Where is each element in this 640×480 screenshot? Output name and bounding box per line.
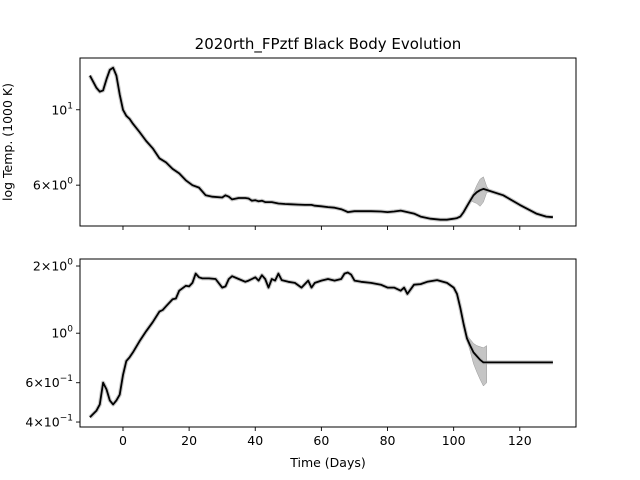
bottom-panel: 0 20 40 60 80 100 120 2×100 100 6×10−1 4×10−1 Tim…: [25, 258, 577, 470]
top-y-axis-label: log Temp. (1000 K): [0, 83, 15, 201]
top-axes-frame: [79, 57, 577, 227]
bottom-series-layer: [88, 270, 553, 419]
top-x-ticks: [122, 226, 521, 230]
x-axis-label: Time (Days): [289, 455, 366, 470]
bottom-y-tick-label: 2×100: [33, 258, 73, 274]
bottom-y-tick-label: 100: [51, 325, 73, 341]
top-y-ticks: 101 6×100: [33, 101, 80, 193]
x-tick-label: 20: [181, 433, 197, 448]
top-series-line: [89, 66, 553, 221]
x-tick-label: 80: [380, 433, 396, 448]
bottom-y-ticks: 2×100 100 6×10−1 4×10−1: [25, 258, 80, 430]
top-series-layer: [88, 65, 554, 222]
top-y-tick-label: 6×100: [33, 177, 73, 193]
x-tick-label: 60: [313, 433, 329, 448]
bottom-y-tick-label: 4×10−1: [25, 414, 73, 430]
x-tick-label: 120: [508, 433, 532, 448]
x-tick-label: 0: [119, 433, 127, 448]
x-tick-label: 100: [442, 433, 466, 448]
top-y-tick-label: 101: [51, 101, 73, 117]
x-tick-label: 40: [247, 433, 263, 448]
chart-title: 2020rth_FPztf Black Body Evolution: [195, 35, 462, 54]
bottom-series-line: [89, 271, 553, 418]
top-panel: 101 6×100 log Temp. (1000 K): [0, 57, 577, 230]
bottom-y-tick-label: 6×10−1: [25, 374, 73, 390]
bottom-axes-frame: [79, 258, 577, 428]
bottom-x-ticks: 0 20 40 60 80 100 120: [119, 427, 532, 448]
